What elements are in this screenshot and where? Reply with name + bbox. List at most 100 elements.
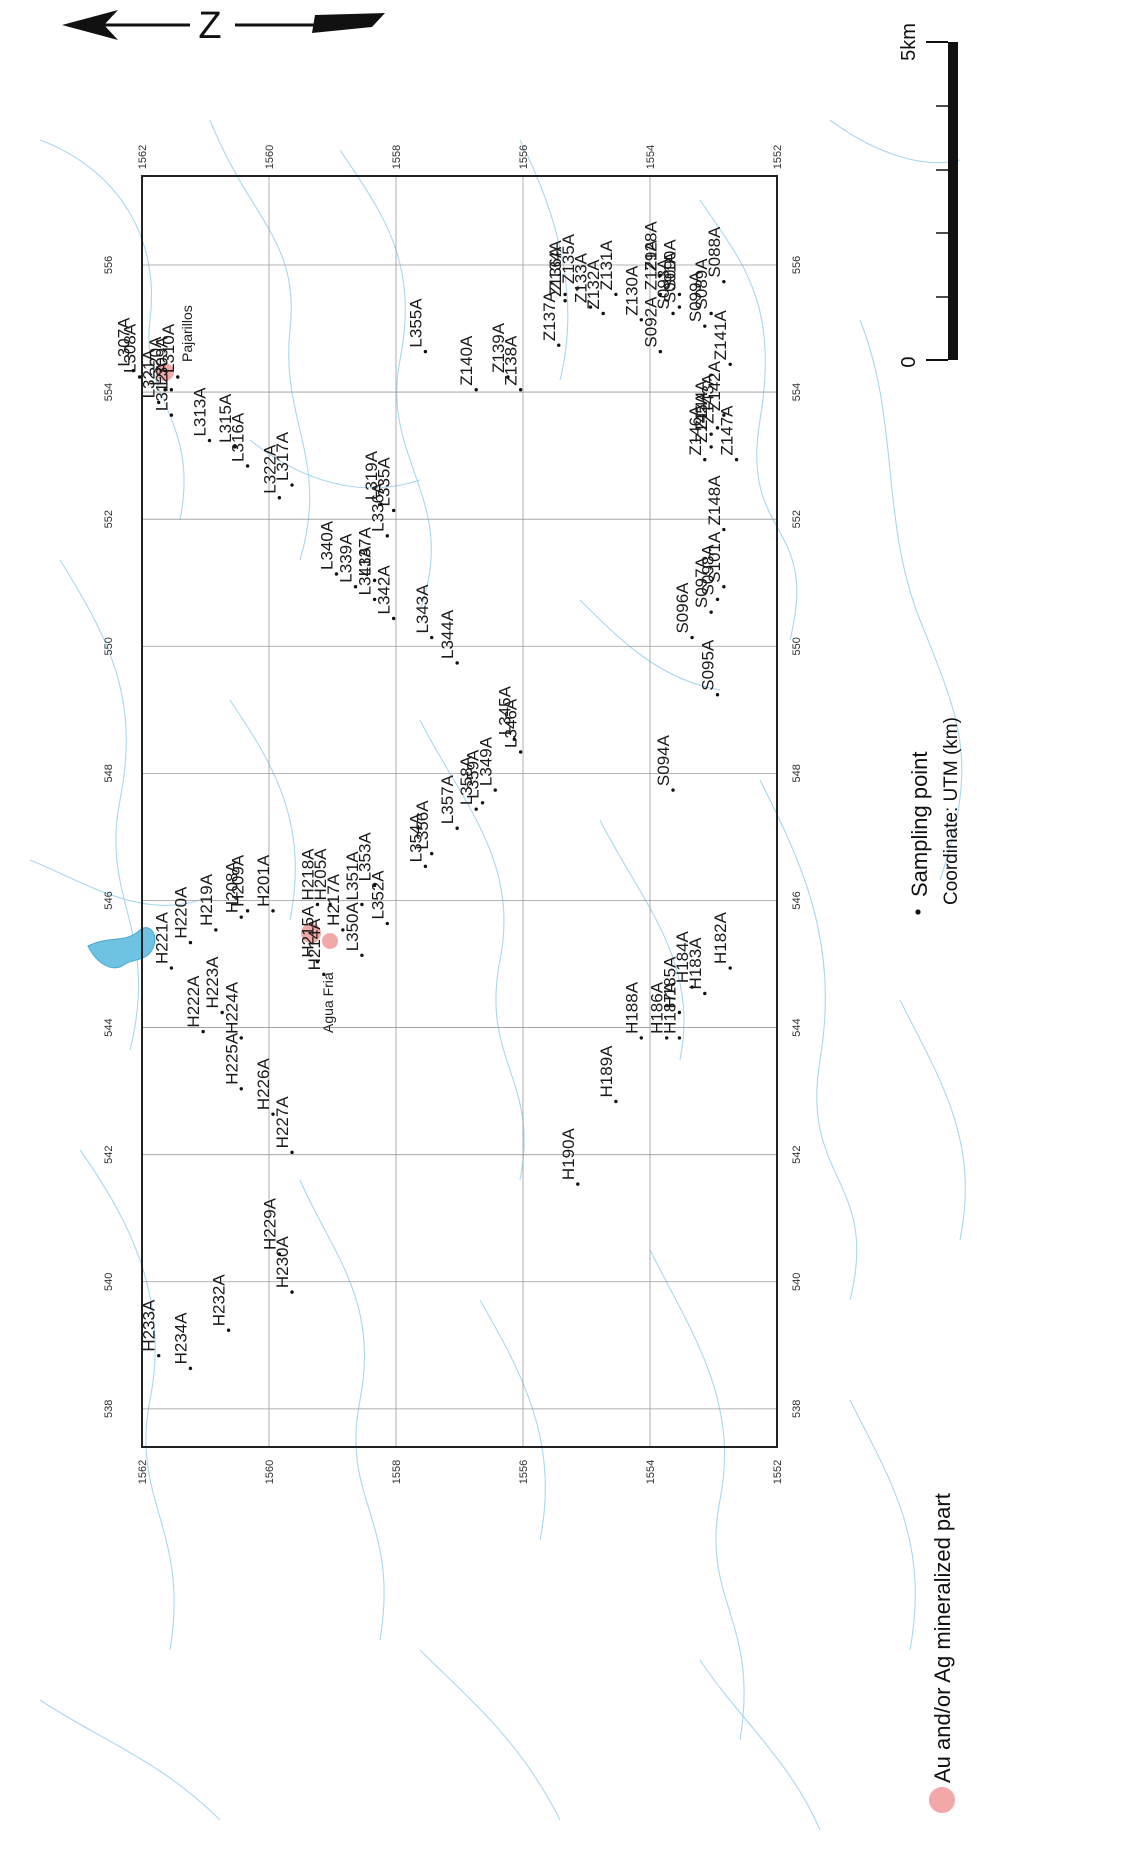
sample-point: L353A: [356, 832, 377, 888]
sample-label: L342A: [375, 565, 394, 615]
sample-label: H223A: [203, 956, 222, 1009]
sample-label: H186A: [648, 981, 667, 1034]
sample-point: H215A: [298, 905, 320, 964]
sample-point: L316A: [229, 412, 250, 468]
sample-dot: [455, 661, 459, 665]
sample-dot: [131, 368, 135, 373]
sample-label: Z144A: [692, 379, 711, 430]
sample-dot: [709, 432, 713, 436]
sample-point: H217A: [324, 873, 345, 932]
sample-point: Z146A: [686, 405, 707, 462]
sample-dot: [353, 585, 358, 589]
sample-dot: [588, 305, 593, 309]
easting-tick-label-right: 548: [791, 764, 803, 782]
sample-point: H190A: [559, 1127, 580, 1186]
sample-dot: [734, 457, 739, 462]
sample-dot: [290, 1150, 294, 1155]
sample-point: H233A: [140, 1299, 161, 1358]
sample-label: Z134A: [546, 240, 565, 291]
easting-tick-label-right: 544: [791, 1018, 803, 1036]
sample-point: Z140A: [457, 335, 478, 392]
sample-label: H232A: [210, 1274, 229, 1327]
sample-label: H185A: [660, 956, 679, 1009]
sample-dot: [290, 1290, 294, 1294]
sample-point: H185A: [660, 956, 682, 1015]
sample-label: Z135A: [559, 233, 578, 284]
sample-label: H233A: [140, 1299, 159, 1352]
sample-label: L319A: [362, 450, 381, 500]
legend-sampling-dot: [915, 909, 921, 915]
northing-tick-label-bottom: 1560: [264, 1460, 276, 1484]
sample-label: L315A: [216, 393, 235, 443]
sample-label: Z139A: [489, 322, 508, 373]
legend-coordinate-note: Coordinate: UTM (km): [941, 717, 962, 905]
sample-label: H209A: [229, 854, 248, 907]
sample-point: Z133A: [572, 252, 593, 309]
easting-tick-label-left: 554: [103, 383, 115, 401]
sample-label: L336A: [368, 482, 387, 532]
sample-label: H218A: [298, 848, 317, 901]
sample-label: L344A: [438, 609, 457, 659]
sample-dot: [474, 807, 478, 811]
sample-point: S097A: [692, 556, 713, 614]
sample-label: L354A: [406, 813, 425, 863]
sample-point: L320A: [146, 336, 167, 392]
sample-label: L358A: [457, 755, 476, 805]
sample-point: H225A: [222, 1032, 243, 1091]
sample-label: H229A: [260, 1197, 279, 1250]
sample-dot: [385, 534, 389, 538]
sample-label: H190A: [559, 1127, 578, 1180]
sample-point: H218A: [298, 848, 320, 907]
sample-label: L308A: [121, 323, 140, 373]
sample-dot: [709, 610, 713, 614]
sample-label: Z132A: [584, 259, 603, 310]
sample-point: L313A: [191, 387, 212, 443]
sample-label: L317A: [273, 431, 292, 481]
easting-tick-label-right: 556: [791, 256, 803, 274]
sample-dot: [163, 388, 167, 392]
sample-point: L343A: [413, 584, 434, 640]
sample-dot: [703, 457, 707, 462]
sample-point: Z136A: [546, 246, 567, 303]
sample-label: L309A: [152, 336, 171, 386]
sample-label: Z138A: [502, 335, 521, 386]
sample-label: Z133A: [572, 252, 591, 303]
sample-label: L356A: [413, 800, 432, 850]
sample-dot: [671, 788, 675, 792]
sample-dot: [658, 292, 663, 297]
sample-dot: [639, 318, 643, 322]
sample-label: L307A: [114, 317, 133, 367]
sample-point: S090A: [660, 239, 682, 297]
sample-dot: [322, 972, 326, 977]
sample-dot: [455, 826, 459, 830]
sample-dot: [226, 1328, 231, 1332]
sample-dot: [423, 349, 428, 354]
sample-label: S091A: [660, 251, 679, 303]
sample-dot: [188, 1366, 193, 1371]
sample-label: S096A: [673, 582, 692, 634]
sample-label: L339A: [337, 533, 356, 583]
sample-point: H226A: [254, 1058, 275, 1116]
sample-dot: [271, 1112, 275, 1116]
sample-point: Z148A: [705, 475, 726, 532]
sample-label: L359A: [464, 749, 483, 799]
easting-tick-label-left: 546: [103, 891, 115, 909]
sample-dot: [576, 286, 580, 290]
sample-label: L321A: [140, 349, 159, 399]
sample-dot: [563, 299, 567, 303]
sample-dot: [277, 1252, 282, 1256]
northing-tick-label-top: 1558: [391, 145, 403, 169]
sample-point: H184A: [673, 930, 694, 989]
sample-point: H209A: [229, 854, 250, 913]
sample-dot: [188, 940, 193, 945]
sample-label: H220A: [171, 886, 190, 939]
drainage-network: [29, 119, 966, 1831]
northing-tick-label-bottom: 1556: [518, 1460, 530, 1484]
sample-label: S101A: [705, 531, 724, 583]
sample-point: S091A: [660, 251, 682, 309]
sample-label: S090A: [660, 239, 679, 291]
sample-point: L355A: [406, 298, 428, 354]
lake-shape: [87, 927, 156, 969]
sample-label: Z145A: [692, 392, 711, 443]
sample-label: S099A: [686, 270, 705, 322]
